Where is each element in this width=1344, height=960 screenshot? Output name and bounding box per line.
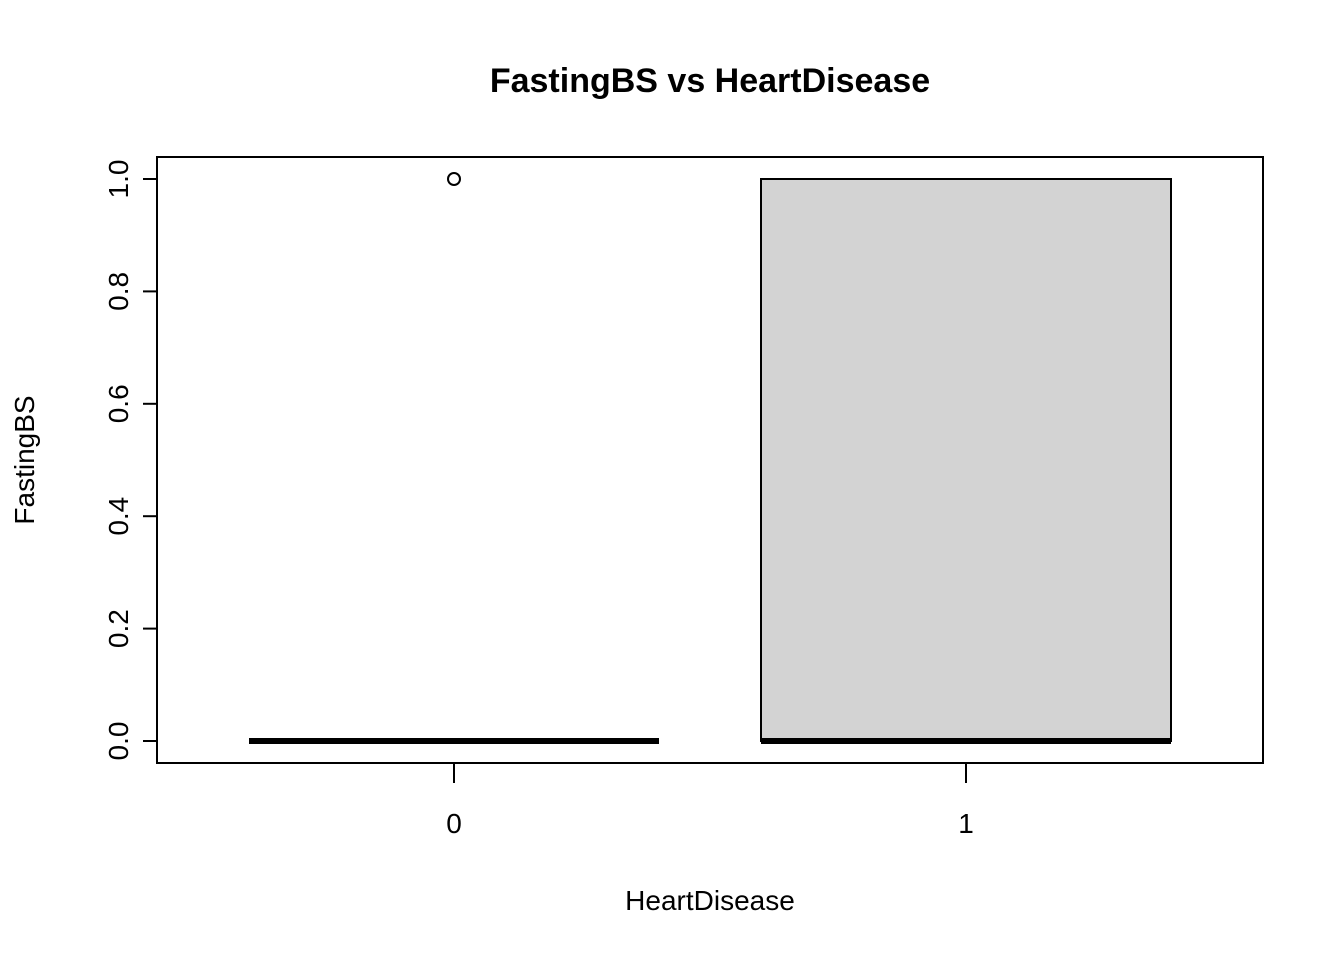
y-tick-label: 1.0 <box>103 160 134 199</box>
y-axis-label: FastingBS <box>9 395 40 524</box>
plot-frame <box>156 156 1264 764</box>
y-tick-label: 0.8 <box>103 272 134 311</box>
y-tick-label: 0.6 <box>103 384 134 423</box>
chart-title: FastingBS vs HeartDisease <box>490 62 930 100</box>
y-axis: 0.0 0.2 0.4 0.6 0.8 1.0 <box>103 160 157 761</box>
box-1 <box>760 178 1172 742</box>
box-group <box>249 172 1172 744</box>
y-tick-label: 0.2 <box>103 609 134 648</box>
y-tick-label: 0.4 <box>103 497 134 536</box>
y-tick-label: 0.0 <box>103 722 134 761</box>
x-axis-label: HeartDisease <box>625 885 795 916</box>
outlier-point <box>447 172 461 186</box>
x-tick-label: 1 <box>958 808 974 839</box>
x-tick-label: 0 <box>446 808 462 839</box>
